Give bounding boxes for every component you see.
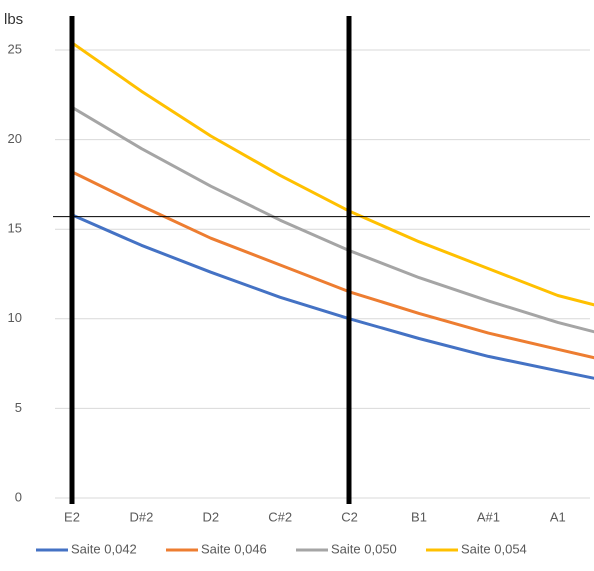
y-axis-label: lbs — [4, 11, 23, 28]
x-tick-label: E2 — [64, 509, 80, 524]
x-tick-label: A1 — [550, 509, 566, 524]
y-tick-label: 25 — [8, 41, 22, 56]
x-tick-label: C2 — [341, 509, 358, 524]
legend-label: Saite 0,042 — [71, 541, 137, 556]
legend-label: Saite 0,054 — [461, 541, 527, 556]
x-tick-label: D#2 — [129, 509, 153, 524]
series-line — [71, 213, 594, 380]
series-line — [71, 170, 594, 360]
y-tick-label: 5 — [15, 400, 22, 415]
x-tick-label: B1 — [411, 509, 427, 524]
legend-label: Saite 0,046 — [201, 541, 267, 556]
series-line — [71, 106, 594, 334]
x-tick-label: C#2 — [268, 509, 292, 524]
y-tick-label: 15 — [8, 221, 22, 236]
y-tick-label: 20 — [8, 131, 22, 146]
y-tick-label: 10 — [8, 310, 22, 325]
x-tick-label: D2 — [202, 509, 219, 524]
series-line — [71, 41, 594, 307]
legend-label: Saite 0,050 — [331, 541, 397, 556]
y-tick-label: 0 — [15, 489, 22, 504]
x-tick-label: A#1 — [477, 509, 500, 524]
